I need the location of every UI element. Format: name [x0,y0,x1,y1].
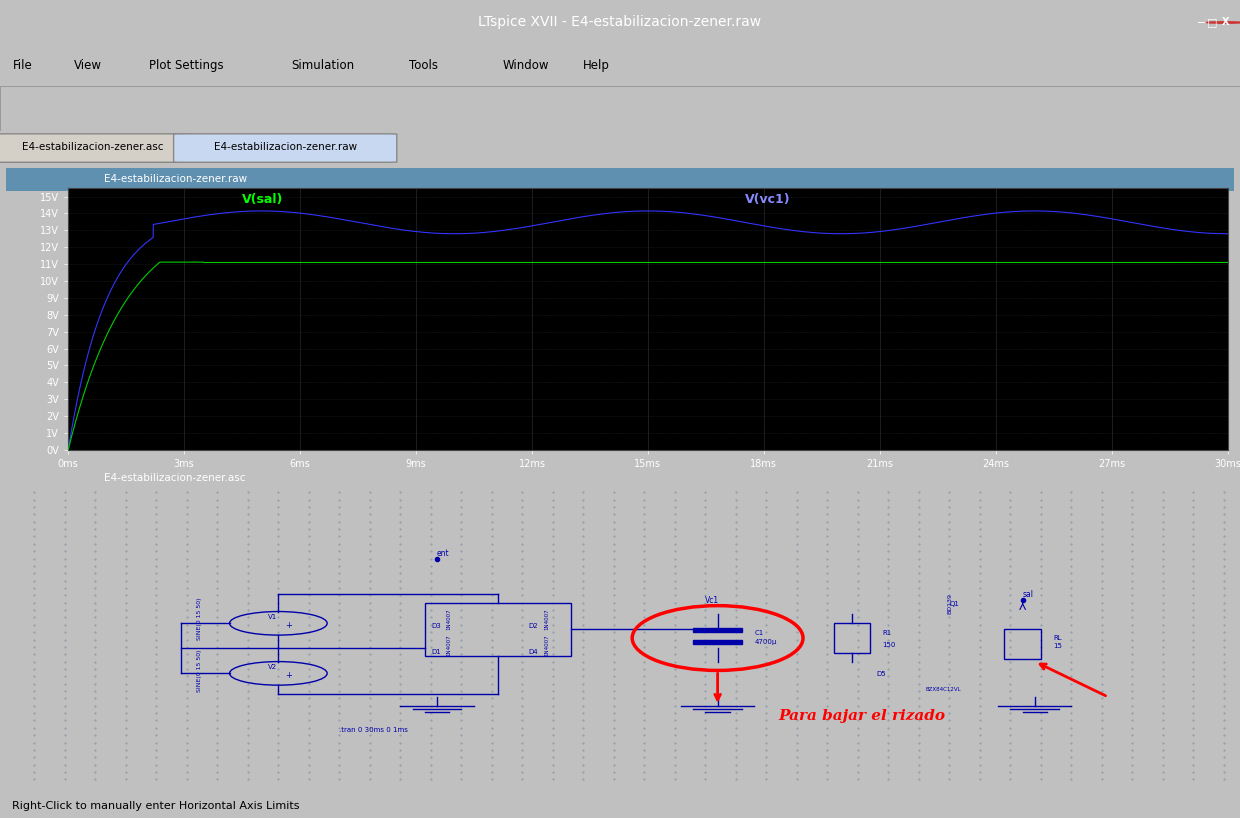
Bar [693,640,742,644]
Text: D2: D2 [528,622,538,629]
Text: C1: C1 [754,630,764,636]
Text: V(vc1): V(vc1) [744,193,790,206]
Bar [425,603,572,656]
FancyBboxPatch shape [0,134,190,162]
Text: E4-estabilizacion-zener.raw: E4-estabilizacion-zener.raw [104,174,248,184]
Text: 1N4007: 1N4007 [544,635,549,656]
Text: D4: D4 [528,649,538,655]
Text: File: File [12,59,32,72]
Text: 1N4007: 1N4007 [544,608,549,630]
Text: 4700μ: 4700μ [754,639,776,645]
Text: SINE(0 15 50): SINE(0 15 50) [197,649,202,692]
Text: E4-estabilizacion-zener.raw: E4-estabilizacion-zener.raw [213,142,357,151]
Text: +: + [285,621,291,630]
Text: X: X [1221,17,1229,28]
Text: V2: V2 [268,664,277,670]
Text: Para bajar el rizado: Para bajar el rizado [779,709,946,723]
Text: D1: D1 [430,649,440,655]
Text: Q1: Q1 [950,600,960,607]
Text: +: + [285,671,291,680]
Text: RL: RL [1053,635,1061,640]
Bar [1004,629,1040,658]
Text: sal: sal [1023,590,1034,599]
Text: □: □ [1208,17,1218,28]
Text: 150: 150 [883,642,895,648]
Text: Help: Help [583,59,610,72]
Text: Right-Click to manually enter Horizontal Axis Limits: Right-Click to manually enter Horizontal… [12,801,300,811]
Text: E4-estabilizacion-zener.asc: E4-estabilizacion-zener.asc [104,473,246,483]
Text: Simulation: Simulation [291,59,355,72]
Text: BZX84C12VL: BZX84C12VL [925,687,961,692]
FancyBboxPatch shape [174,134,397,162]
Text: Vc1: Vc1 [706,596,719,605]
Text: LTspice XVII - E4-estabilizacion-zener.raw: LTspice XVII - E4-estabilizacion-zener.r… [479,16,761,29]
Text: V(sal): V(sal) [242,193,284,206]
Text: Tools: Tools [409,59,438,72]
Text: 1N4007: 1N4007 [446,635,451,656]
Text: E4-estabilizacion-zener.asc: E4-estabilizacion-zener.asc [22,142,164,151]
Circle shape [1207,22,1240,23]
Text: Window: Window [502,59,549,72]
Text: R1: R1 [883,630,892,636]
Bar [693,627,742,632]
Bar [833,623,870,653]
Text: D3: D3 [430,622,440,629]
Text: Plot Settings: Plot Settings [149,59,223,72]
Text: SINE(0 15 50): SINE(0 15 50) [197,598,202,640]
Text: 1N4007: 1N4007 [446,608,451,630]
Text: D5: D5 [877,672,885,677]
Text: V1: V1 [268,614,277,620]
Text: 15: 15 [1053,643,1061,649]
Text: ent: ent [436,549,450,558]
Text: BD139: BD139 [947,593,952,614]
Text: ─: ─ [1197,17,1204,28]
Text: View: View [74,59,103,72]
Text: .tran 0 30ms 0 1ms: .tran 0 30ms 0 1ms [340,727,408,733]
Bar [6,168,1234,191]
